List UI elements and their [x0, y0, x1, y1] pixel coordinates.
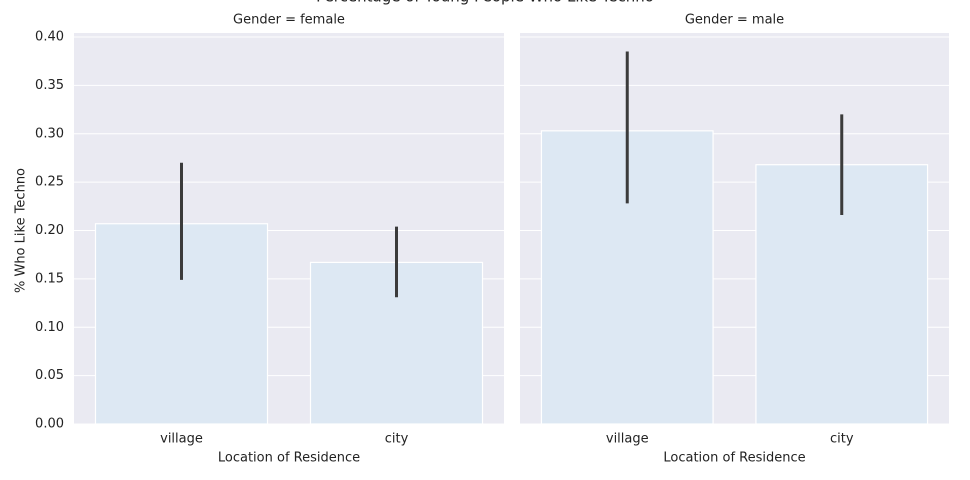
x-tick-label: village	[160, 432, 203, 447]
x-axis-label: Location of Residence	[218, 451, 360, 466]
y-tick-label: 0.15	[35, 271, 64, 286]
y-tick-label: 0.40	[35, 30, 64, 45]
y-tick-label: 0.20	[35, 223, 64, 238]
x-tick-label: city	[385, 432, 409, 447]
chart-title: Percentage of Young People Who Like Tech…	[316, 0, 654, 6]
y-tick-label: 0.25	[35, 175, 64, 190]
y-tick-label: 0.05	[35, 368, 64, 383]
y-tick-label: 0.00	[35, 417, 64, 432]
x-tick-label: village	[606, 432, 649, 447]
bar	[540, 130, 714, 425]
y-tick-label: 0.10	[35, 320, 64, 335]
y-tick-label: 0.30	[35, 126, 64, 141]
y-tick-label: 0.35	[35, 78, 64, 93]
panel-title: Gender = female	[233, 13, 345, 28]
y-axis-label: % Who Like Techno	[14, 168, 29, 293]
panel-title: Gender = male	[685, 13, 784, 28]
x-axis-label: Location of Residence	[663, 451, 805, 466]
x-tick-label: city	[830, 432, 854, 447]
